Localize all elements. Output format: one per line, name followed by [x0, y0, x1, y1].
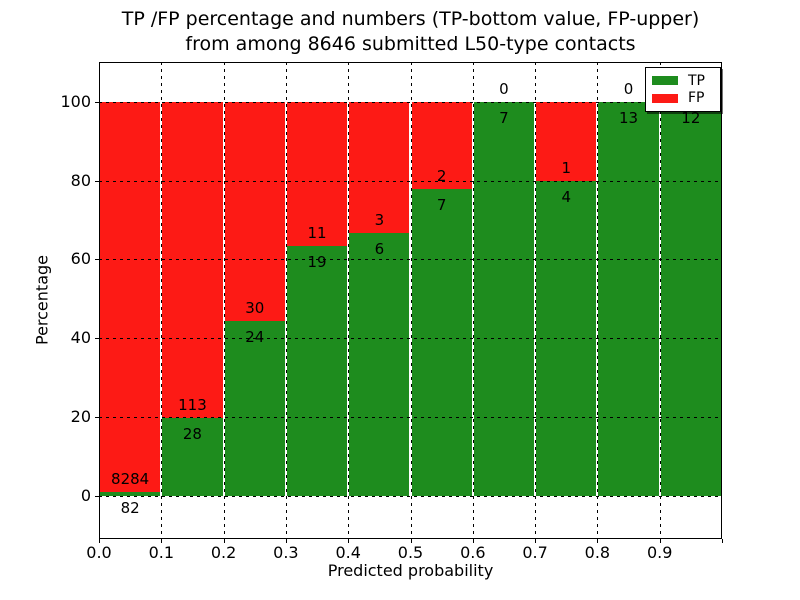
x-tick: [722, 539, 723, 543]
x-tick: [659, 539, 661, 543]
y-tick-label: 0: [80, 486, 91, 505]
legend-label-fp: FP: [688, 90, 705, 107]
y-tick-label: 40: [70, 328, 91, 348]
fp-count-label: 0: [623, 79, 634, 98]
tp-bar-segment: [411, 189, 472, 496]
chart-title: TP /FP percentage and numbers (TP-bottom…: [99, 7, 722, 57]
x-tick-label: 0.9: [646, 543, 673, 562]
tp-count-label: 7: [436, 196, 447, 215]
y-tick: [95, 101, 99, 103]
fp-count-label: 11: [307, 224, 327, 243]
tp-bar-segment: [224, 320, 285, 496]
x-axis-label: Predicted probability: [327, 561, 494, 580]
x-gridline: [223, 62, 225, 539]
x-tick-label: 0.4: [335, 543, 361, 562]
y-tick-label: 60: [70, 249, 91, 269]
y-tick-label: 80: [70, 170, 91, 190]
y-tick: [95, 417, 99, 419]
fp-bar-segment: [411, 101, 472, 190]
x-tick: [597, 539, 599, 543]
legend-label-tp: TP: [688, 72, 705, 89]
tp-bar-segment: [100, 492, 161, 496]
x-tick: [99, 539, 100, 543]
legend-swatch-tp: [652, 76, 678, 86]
fp-count-label: 30: [245, 298, 265, 317]
legend-item-tp: TP: [652, 74, 714, 88]
x-tick: [161, 539, 163, 543]
y-tick: [95, 496, 99, 497]
x-tick-label: 0.0: [86, 543, 112, 562]
fp-count-label: 2: [436, 167, 447, 186]
x-tick: [223, 539, 225, 543]
x-gridline: [161, 62, 163, 539]
x-tick-label: 0.2: [210, 543, 237, 562]
tp-bar-segment: [162, 417, 223, 496]
x-tick-label: 0.6: [460, 543, 486, 562]
x-tick-label: 0.7: [522, 543, 548, 562]
x-tick: [348, 539, 350, 543]
fp-bar-segment: [224, 101, 285, 321]
fp-bar-segment: [349, 101, 410, 234]
y-tick-label: 20: [70, 407, 91, 427]
x-gridline: [597, 62, 599, 539]
chart-title-line1: TP /FP percentage and numbers (TP-bottom…: [121, 8, 700, 30]
x-gridline: [535, 62, 537, 539]
tp-bar-segment: [660, 101, 721, 496]
tp-count-label: 28: [182, 424, 202, 443]
y-tick-label: 100: [60, 91, 91, 111]
tp-count-label: 6: [374, 240, 385, 259]
fp-bar-segment: [100, 101, 161, 493]
legend: TP FP: [645, 67, 721, 112]
x-gridline: [348, 62, 350, 539]
fp-count-label: 3: [374, 211, 385, 230]
y-axis-spine: [99, 62, 100, 539]
fp-count-label: 0: [499, 79, 509, 98]
tp-count-label: 24: [245, 327, 265, 346]
x-tick: [410, 539, 412, 543]
x-tick: [472, 539, 474, 543]
tp-count-label: 7: [499, 108, 509, 127]
x-gridline: [659, 62, 661, 539]
tp-bar-segment: [536, 180, 597, 496]
tp-count-label: 13: [619, 108, 639, 127]
x-tick-label: 0.5: [397, 543, 424, 562]
x-tick-label: 0.3: [273, 543, 299, 562]
tp-bar-segment: [286, 246, 348, 496]
fp-bar-segment: [286, 101, 348, 247]
fp-count-label: 113: [178, 395, 207, 414]
x-tick-label: 0.8: [584, 543, 611, 562]
tp-count-label: 4: [561, 187, 572, 206]
x-tick: [535, 539, 537, 543]
x-gridline: [285, 62, 287, 539]
tp-count-label: 82: [120, 499, 140, 518]
legend-swatch-fp: [652, 93, 678, 103]
chart-title-line2: from among 8646 submitted L50-type conta…: [185, 33, 636, 55]
top-spine: [99, 62, 722, 63]
fp-count-label: 8284: [111, 470, 150, 489]
fp-count-label: 1: [561, 158, 572, 177]
x-tick-label: 0.1: [148, 543, 175, 562]
x-tick: [285, 539, 287, 543]
y-tick: [95, 338, 99, 340]
tp-bar-segment: [349, 233, 410, 496]
y-tick: [95, 180, 99, 182]
x-gridline: [410, 62, 412, 539]
right-spine: [721, 62, 722, 539]
tp-count-label: 19: [307, 253, 327, 272]
fp-bar-segment: [536, 101, 597, 181]
y-tick: [95, 259, 99, 261]
tp-bar-segment: [473, 101, 535, 496]
x-gridline: [472, 62, 474, 539]
tp-bar-segment: [598, 101, 659, 496]
x-axis-spine: [99, 538, 722, 539]
tp-count-label: 12: [681, 108, 701, 127]
legend-item-fp: FP: [652, 91, 714, 105]
